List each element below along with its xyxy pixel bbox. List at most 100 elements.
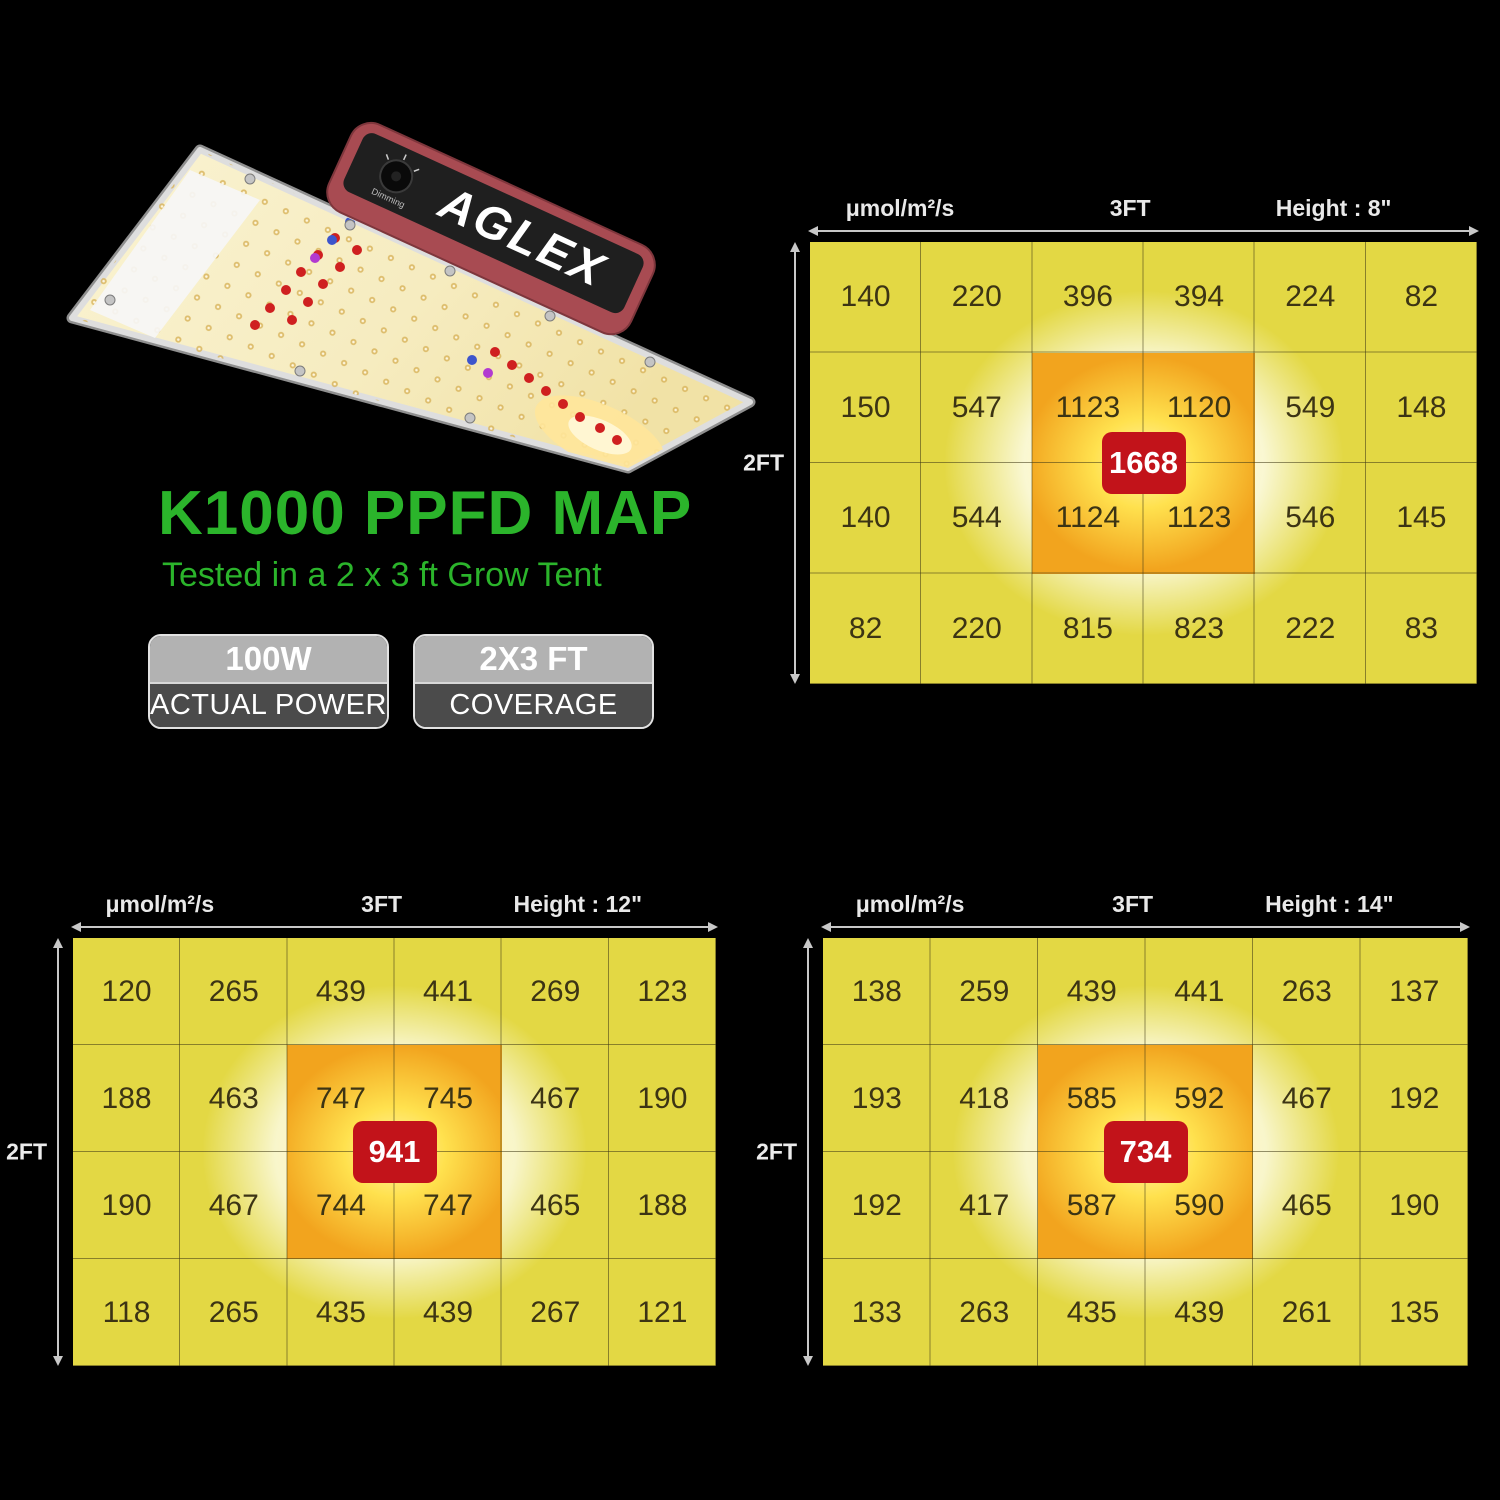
- ppfd-cell: 467: [1281, 1081, 1332, 1115]
- ppfd-cell: 222: [1285, 611, 1336, 645]
- frame-screws: [104, 173, 656, 424]
- height-label: Height : 8": [1275, 195, 1392, 221]
- horizontal-extent-arrow: [808, 226, 1479, 236]
- ppfd-cell: 1124: [1055, 501, 1121, 535]
- ppfd-cell: 587: [1066, 1188, 1117, 1222]
- ppfd-cell: 547: [951, 390, 1002, 424]
- ppfd-cell: 823: [1174, 611, 1225, 645]
- purple-diodes: [310, 253, 493, 378]
- width-label: 3FT: [1112, 891, 1154, 917]
- map-gutter: 2FT: [6, 938, 73, 1366]
- ppfd-cells: 138 259 439 441 263 137 193 418 585 592 467 192 192 4…: [823, 938, 1468, 1366]
- ppfd-cell: 224: [1285, 280, 1336, 314]
- ppfd-cell: 138: [851, 974, 902, 1008]
- ppfd-cell: 546: [1285, 501, 1336, 535]
- vertical-extent-arrow: [53, 938, 63, 1366]
- power-badge: 100W ACTUAL POWER: [148, 634, 389, 729]
- vertical-extent-arrow: [803, 938, 813, 1366]
- ppfd-cell: 1123: [1166, 501, 1232, 535]
- ppfd-cell: 467: [530, 1081, 581, 1115]
- coverage-badge: 2X3 FT COVERAGE: [413, 634, 654, 729]
- map-gutter: 2FT: [756, 938, 823, 1366]
- ppfd-cell: 1120: [1166, 390, 1232, 424]
- ppfd-cell: 439: [1066, 974, 1117, 1008]
- ppfd-cell: 590: [1174, 1188, 1225, 1222]
- ppfd-cell: 465: [530, 1188, 581, 1222]
- ppfd-cell: 269: [530, 974, 581, 1008]
- map-gutter: 2FT: [743, 242, 810, 684]
- ppfd-cell: 745: [423, 1081, 474, 1115]
- map-header: μmol/m²/s 3FT Height : 12": [73, 891, 716, 918]
- ppfd-cell: 121: [637, 1295, 688, 1329]
- unit-label: μmol/m²/s: [855, 891, 965, 917]
- ppfd-cell: 396: [1062, 280, 1113, 314]
- ppfd-grid: 140 220 396 394 224 82 150 547 1123 1120 549 148 140…: [810, 242, 1477, 684]
- ppfd-cell: 82: [1404, 280, 1439, 314]
- horizontal-extent-arrow: [71, 922, 718, 932]
- ppfd-cell: 465: [1281, 1188, 1332, 1222]
- width-label: 3FT: [1109, 195, 1151, 221]
- ppfd-cell: 435: [315, 1295, 366, 1329]
- reflective-end-cap: [90, 170, 260, 338]
- ppfd-cell: 120: [101, 974, 152, 1008]
- ppfd-cell: 439: [1174, 1295, 1225, 1329]
- ppfd-cell: 137: [1389, 974, 1440, 1008]
- ppfd-cell: 82: [848, 611, 883, 645]
- ppfd-grid: 138 259 439 441 263 137 193 418 585 592 467 192 192 4…: [823, 938, 1468, 1366]
- ppfd-cell: 592: [1174, 1081, 1225, 1115]
- ppfd-cell: 417: [959, 1188, 1010, 1222]
- peak-value-badge: 941: [352, 1121, 437, 1183]
- peak-value-badge: 1668: [1101, 432, 1186, 494]
- power-value: 100W: [150, 636, 387, 682]
- ppfd-cell: 190: [101, 1188, 152, 1222]
- width-label: 3FT: [361, 891, 403, 917]
- ppfd-map-height-12: μmol/m²/s 3FT Height : 12" 2FT 120 265 439…: [6, 891, 718, 1366]
- ppfd-cell: 467: [208, 1188, 259, 1222]
- peak-value-badge: 734: [1103, 1121, 1188, 1183]
- grow-light-product-image: Dimming AGLEX: [40, 70, 760, 480]
- ppfd-cell: 544: [951, 501, 1002, 535]
- ppfd-cell: 192: [1389, 1081, 1440, 1115]
- ppfd-cell: 747: [315, 1081, 366, 1115]
- power-label: ACTUAL POWER: [150, 682, 387, 727]
- vertical-extent-arrow: [790, 242, 800, 684]
- ppfd-cell: 220: [951, 280, 1002, 314]
- ppfd-cell: 118: [102, 1295, 151, 1329]
- ppfd-cells: 120 265 439 441 269 123 188 463 747 745 467 190 190 4…: [73, 938, 716, 1366]
- unit-label: μmol/m²/s: [845, 195, 955, 221]
- ppfd-cell: 263: [1281, 974, 1332, 1008]
- ppfd-cell: 188: [101, 1081, 152, 1115]
- ppfd-cell: 190: [1389, 1188, 1440, 1222]
- ppfd-cell: 259: [959, 974, 1010, 1008]
- ppfd-cell: 145: [1396, 501, 1447, 535]
- ppfd-cell: 744: [315, 1188, 366, 1222]
- ppfd-cell: 394: [1174, 280, 1225, 314]
- ppfd-cell: 263: [959, 1295, 1010, 1329]
- ppfd-cell: 220: [951, 611, 1002, 645]
- ppfd-cell: 1123: [1055, 390, 1121, 424]
- ppfd-cell: 83: [1404, 611, 1439, 645]
- ppfd-cell: 188: [637, 1188, 688, 1222]
- ppfd-cell: 441: [1174, 974, 1225, 1008]
- ppfd-cell: 150: [840, 390, 891, 424]
- map-header: μmol/m²/s 3FT Height : 8": [810, 195, 1477, 222]
- ppfd-cell: 747: [423, 1188, 474, 1222]
- height-label: Height : 12": [513, 891, 642, 917]
- ppfd-cell: 815: [1062, 611, 1113, 645]
- page-subtitle: Tested in a 2 x 3 ft Grow Tent: [162, 556, 602, 594]
- ppfd-cell: 463: [208, 1081, 259, 1115]
- ppfd-cell: 192: [851, 1188, 902, 1222]
- coverage-label: COVERAGE: [415, 682, 652, 727]
- ppfd-cell: 193: [851, 1081, 902, 1115]
- ppfd-cell: 133: [851, 1295, 902, 1329]
- ppfd-cell: 439: [423, 1295, 474, 1329]
- ppfd-cell: 140: [840, 280, 891, 314]
- ppfd-cell: 190: [637, 1081, 688, 1115]
- map-header: μmol/m²/s 3FT Height : 14": [823, 891, 1468, 918]
- ppfd-map-height-14: μmol/m²/s 3FT Height : 14" 2FT 138 259 439…: [756, 891, 1470, 1366]
- depth-label: 2FT: [756, 1138, 797, 1165]
- ppfd-cell: 435: [1066, 1295, 1117, 1329]
- ppfd-cell: 261: [1281, 1295, 1332, 1329]
- ppfd-cell: 418: [959, 1081, 1010, 1115]
